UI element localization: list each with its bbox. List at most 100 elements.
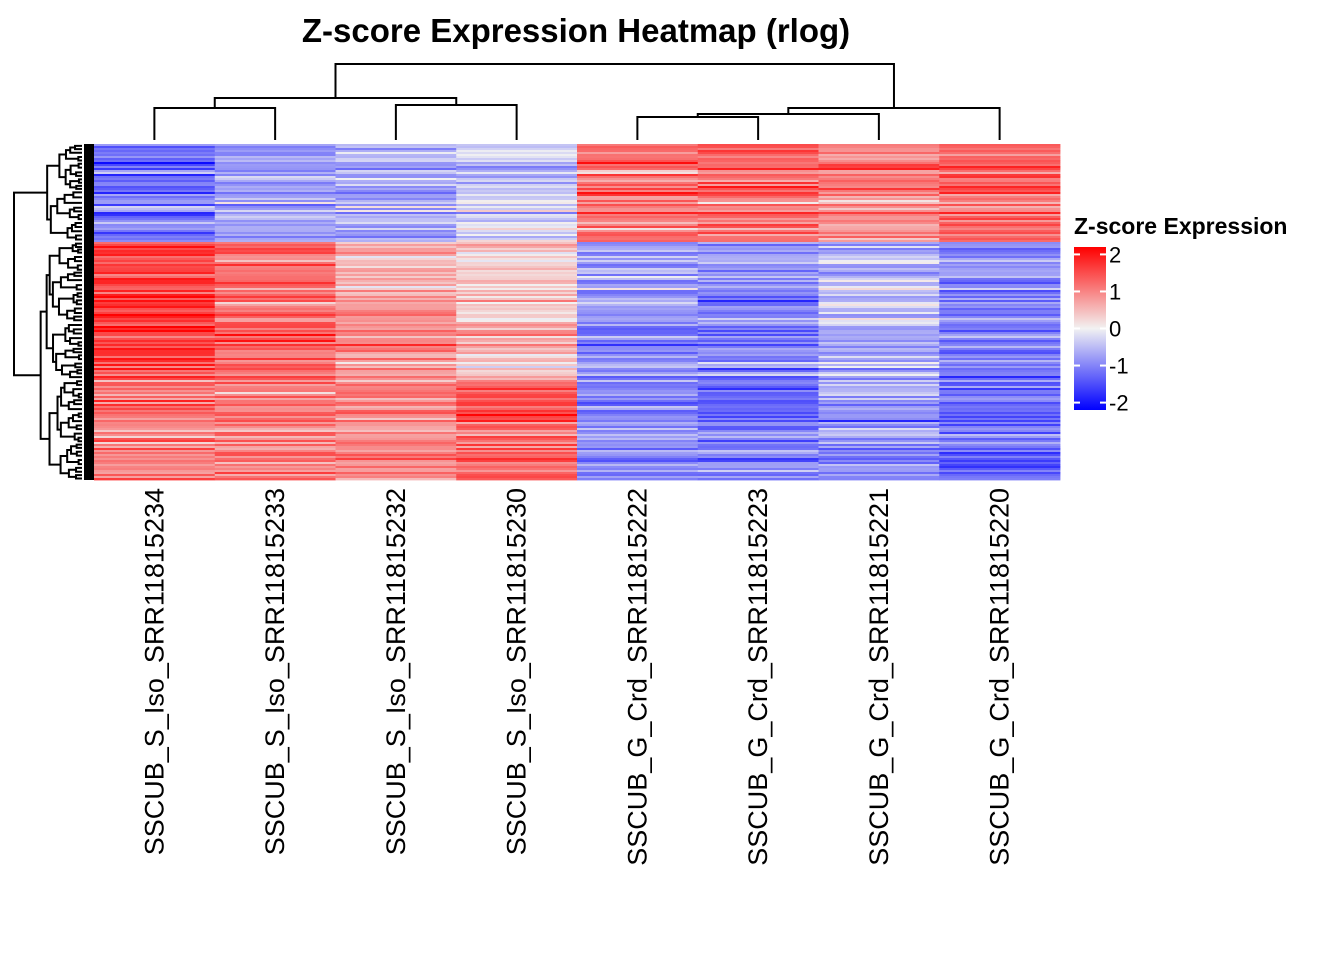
heatmap-cell xyxy=(818,392,940,395)
heatmap-cell xyxy=(697,204,819,207)
heatmap-cell xyxy=(456,274,578,277)
heatmap-cell xyxy=(335,368,457,371)
heatmap-cell xyxy=(456,236,578,239)
row-dendrogram-link xyxy=(75,171,82,177)
heatmap-cell xyxy=(577,282,699,285)
heatmap-cell xyxy=(94,416,216,419)
heatmap-cell xyxy=(818,318,940,321)
heatmap-cell xyxy=(697,346,819,349)
heatmap-cell xyxy=(697,452,819,455)
row-dendrogram-link xyxy=(75,299,82,306)
heatmap-cell xyxy=(818,256,940,259)
heatmap-cell xyxy=(818,150,940,153)
heatmap-cell xyxy=(214,386,336,389)
heatmap-cell xyxy=(818,188,940,191)
column-label: SSCUB_S_Iso_SRR11815233 xyxy=(260,488,290,855)
heatmap-cell xyxy=(939,402,1061,405)
heatmap-cell xyxy=(939,430,1061,433)
heatmap-cell xyxy=(697,342,819,345)
heatmap-cell xyxy=(818,472,940,475)
heatmap-cell xyxy=(577,432,699,435)
heatmap-cell xyxy=(94,420,216,423)
heatmap-cell xyxy=(577,344,699,347)
heatmap-cell xyxy=(94,254,216,257)
heatmap-cell xyxy=(335,222,457,225)
heatmap-cell xyxy=(335,298,457,301)
heatmap-cell xyxy=(335,464,457,467)
heatmap-cell xyxy=(94,244,216,247)
heatmap-cell xyxy=(456,326,578,329)
heatmap-cell xyxy=(335,440,457,443)
heatmap-cell xyxy=(939,162,1061,165)
heatmap-cell xyxy=(214,402,336,405)
heatmap-cell xyxy=(335,316,457,319)
heatmap-cell xyxy=(697,442,819,445)
heatmap-cell xyxy=(577,340,699,343)
heatmap-cell xyxy=(818,162,940,165)
heatmap-cell xyxy=(214,368,336,371)
heatmap-cell xyxy=(818,316,940,319)
heatmap-cell xyxy=(577,398,699,401)
heatmap-cell xyxy=(577,354,699,357)
heatmap-cell xyxy=(456,382,578,385)
heatmap-cell xyxy=(577,298,699,301)
heatmap-cell xyxy=(939,376,1061,379)
heatmap-cell xyxy=(697,326,819,329)
legend-tick-label: 0 xyxy=(1109,317,1121,342)
row-dendrogram-link xyxy=(55,352,66,371)
heatmap-cell xyxy=(335,194,457,197)
heatmap-cell xyxy=(818,468,940,471)
heatmap-cell xyxy=(94,166,216,169)
heatmap-cell xyxy=(577,266,699,269)
heatmap-cell xyxy=(456,228,578,231)
heatmap-cell xyxy=(939,410,1061,413)
row-dendrogram-link xyxy=(39,310,50,440)
heatmap-cell xyxy=(456,462,578,465)
heatmap-cell xyxy=(577,302,699,305)
heatmap-cell xyxy=(94,232,216,235)
heatmap-cell xyxy=(94,182,216,185)
heatmap-cell xyxy=(697,310,819,313)
heatmap-cell xyxy=(94,144,216,147)
heatmap-cell xyxy=(939,218,1061,221)
heatmap-cell xyxy=(94,326,216,329)
heatmap-cell xyxy=(456,282,578,285)
row-dendrogram-link xyxy=(74,144,82,151)
column-dendrogram xyxy=(153,63,1001,140)
heatmap-cell xyxy=(335,164,457,167)
heatmap-cell xyxy=(577,156,699,159)
heatmap-cell xyxy=(214,426,336,429)
heatmap-cell xyxy=(697,416,819,419)
heatmap-cell xyxy=(214,396,336,399)
heatmap-cell xyxy=(335,450,457,453)
heatmap-cell xyxy=(818,254,940,257)
heatmap-cell xyxy=(818,368,940,371)
heatmap-cell xyxy=(577,180,699,183)
heatmap-cell xyxy=(577,430,699,433)
row-dendrogram-link xyxy=(69,370,82,379)
heatmap-cell xyxy=(456,284,578,287)
heatmap-cell xyxy=(818,314,940,317)
heatmap-cell xyxy=(697,358,819,361)
heatmap-cell xyxy=(214,164,336,167)
heatmap-cell xyxy=(335,274,457,277)
heatmap-cell xyxy=(818,258,940,261)
heatmap-cell xyxy=(214,314,336,317)
heatmap-cell xyxy=(335,296,457,299)
heatmap-cell xyxy=(94,286,216,289)
heatmap-cell xyxy=(214,462,336,465)
heatmap-cell xyxy=(94,250,216,253)
row-dendrogram-link xyxy=(70,445,77,455)
heatmap-cell xyxy=(335,168,457,171)
heatmap-cell xyxy=(335,432,457,435)
heatmap-cell xyxy=(335,428,457,431)
heatmap-cell xyxy=(456,436,578,439)
heatmap-cell xyxy=(214,308,336,311)
heatmap-cell xyxy=(818,428,940,431)
heatmap-cell xyxy=(214,230,336,233)
heatmap-cell xyxy=(94,460,216,463)
heatmap-cell xyxy=(818,476,940,479)
heatmap-cell xyxy=(335,144,457,147)
heatmap-cell xyxy=(456,166,578,169)
row-dendrogram-link xyxy=(72,328,82,335)
